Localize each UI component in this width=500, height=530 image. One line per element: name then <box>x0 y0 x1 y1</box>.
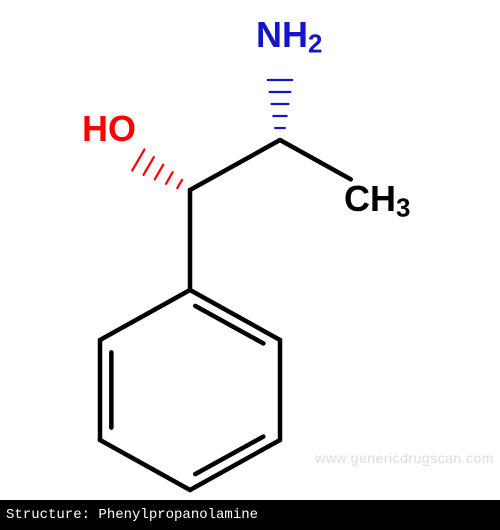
caption-bar: Structure: Phenylpropanolamine <box>0 500 500 530</box>
label-ch3: CH3 <box>344 178 410 224</box>
label-oh: HO <box>82 108 136 150</box>
molecule-svg <box>0 0 500 500</box>
molecule-canvas: HO NH2 CH3 www.genericdrugscan.com <box>0 0 500 500</box>
label-nh2: NH2 <box>256 14 322 60</box>
watermark-text: www.genericdrugscan.com <box>315 450 494 466</box>
